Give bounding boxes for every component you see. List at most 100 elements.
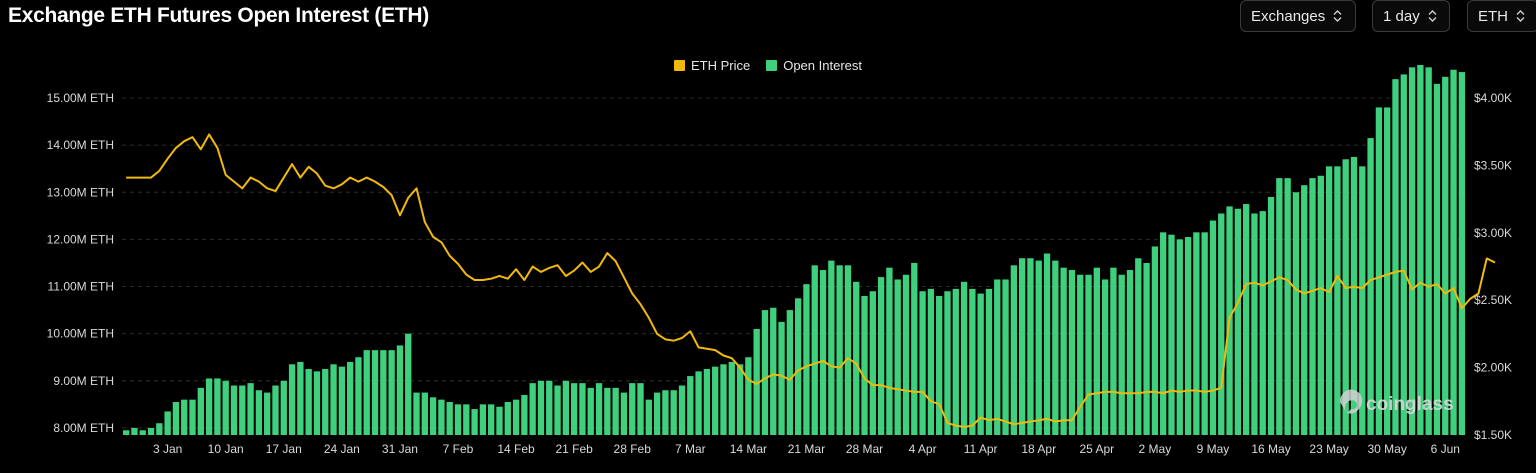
- open-interest-bar[interactable]: [653, 392, 661, 435]
- open-interest-bar[interactable]: [1367, 138, 1374, 435]
- open-interest-bar[interactable]: [405, 333, 412, 435]
- open-interest-bar[interactable]: [745, 357, 752, 435]
- open-interest-bar[interactable]: [1267, 196, 1275, 435]
- open-interest-bar[interactable]: [1010, 265, 1018, 435]
- open-interest-bar[interactable]: [662, 390, 669, 435]
- open-interest-bar[interactable]: [255, 390, 263, 435]
- open-interest-bar[interactable]: [297, 361, 304, 435]
- open-interest-bar[interactable]: [380, 350, 387, 435]
- open-interest-bar[interactable]: [1085, 274, 1092, 435]
- open-interest-bar[interactable]: [388, 350, 395, 435]
- open-interest-bar[interactable]: [786, 310, 794, 435]
- open-interest-bar[interactable]: [1019, 258, 1026, 435]
- open-interest-bar[interactable]: [1400, 74, 1407, 436]
- open-interest-bar[interactable]: [670, 390, 677, 435]
- open-interest-bar[interactable]: [189, 399, 196, 435]
- open-interest-bar[interactable]: [1135, 258, 1142, 435]
- open-interest-bar[interactable]: [1350, 156, 1358, 436]
- open-interest-bar[interactable]: [537, 380, 545, 435]
- open-interest-bar[interactable]: [894, 279, 901, 435]
- open-interest-bar[interactable]: [604, 387, 611, 435]
- open-interest-bar[interactable]: [1035, 260, 1042, 435]
- open-interest-bar[interactable]: [637, 383, 644, 435]
- open-interest-bar[interactable]: [272, 385, 279, 435]
- open-interest-bar[interactable]: [1160, 232, 1167, 435]
- open-interest-bar[interactable]: [1243, 204, 1250, 435]
- open-interest-bar[interactable]: [1375, 107, 1383, 436]
- open-interest-bar[interactable]: [205, 378, 213, 435]
- exchanges-select[interactable]: Exchanges: [1240, 0, 1356, 32]
- open-interest-bar[interactable]: [927, 288, 935, 435]
- open-interest-bar[interactable]: [612, 387, 619, 435]
- open-interest-bar[interactable]: [795, 298, 802, 435]
- legend-item-open-interest[interactable]: Open Interest: [766, 58, 862, 73]
- open-interest-bar[interactable]: [131, 427, 138, 435]
- open-interest-bar[interactable]: [1276, 178, 1283, 435]
- open-interest-bar[interactable]: [1126, 270, 1134, 435]
- open-interest-bar[interactable]: [247, 383, 254, 435]
- open-interest-bar[interactable]: [156, 423, 163, 435]
- open-interest-bar[interactable]: [712, 366, 719, 435]
- open-interest-bar[interactable]: [562, 380, 570, 435]
- open-interest-bar[interactable]: [844, 265, 852, 435]
- open-interest-bar[interactable]: [496, 406, 503, 435]
- open-interest-bar[interactable]: [1068, 270, 1076, 435]
- open-interest-bar[interactable]: [546, 380, 553, 435]
- open-interest-bar[interactable]: [1234, 208, 1242, 435]
- open-interest-bar[interactable]: [1168, 234, 1175, 435]
- open-interest-bar[interactable]: [1143, 262, 1150, 435]
- open-interest-bar[interactable]: [1226, 206, 1233, 435]
- open-interest-bar[interactable]: [1450, 69, 1457, 435]
- open-interest-bar[interactable]: [853, 281, 860, 435]
- open-interest-bar[interactable]: [629, 383, 636, 435]
- open-interest-bar[interactable]: [139, 430, 146, 435]
- open-interest-bar[interactable]: [164, 411, 171, 435]
- open-interest-bar[interactable]: [936, 295, 943, 435]
- open-interest-bar[interactable]: [305, 369, 312, 435]
- open-interest-bar[interactable]: [1392, 79, 1399, 436]
- open-interest-bar[interactable]: [877, 277, 885, 435]
- open-interest-bar[interactable]: [587, 387, 594, 435]
- open-interest-bar[interactable]: [529, 383, 536, 435]
- open-interest-bar[interactable]: [197, 387, 204, 435]
- open-interest-bar[interactable]: [969, 288, 976, 435]
- open-interest-bar[interactable]: [1077, 274, 1084, 435]
- open-interest-bar[interactable]: [1342, 159, 1349, 435]
- open-interest-bar[interactable]: [1251, 213, 1258, 435]
- open-interest-bar[interactable]: [1209, 220, 1217, 435]
- open-interest-bar[interactable]: [1093, 267, 1100, 435]
- open-interest-bar[interactable]: [1442, 76, 1449, 435]
- open-interest-bar[interactable]: [438, 399, 445, 435]
- open-interest-bar[interactable]: [778, 321, 785, 435]
- open-interest-bar[interactable]: [280, 380, 287, 435]
- open-interest-bar[interactable]: [911, 262, 918, 435]
- open-interest-bar[interactable]: [1301, 185, 1308, 435]
- open-interest-bar[interactable]: [1052, 260, 1059, 435]
- open-interest-bar[interactable]: [1433, 83, 1441, 436]
- open-interest-bar[interactable]: [1309, 178, 1316, 435]
- open-interest-bar[interactable]: [571, 383, 578, 435]
- open-interest-bar[interactable]: [736, 364, 744, 435]
- open-interest-bar[interactable]: [620, 392, 628, 435]
- open-interest-bar[interactable]: [960, 281, 968, 435]
- open-interest-bar[interactable]: [952, 288, 959, 435]
- open-interest-bar[interactable]: [595, 383, 603, 435]
- open-interest-bar[interactable]: [363, 350, 370, 435]
- open-interest-bar[interactable]: [264, 392, 271, 435]
- open-interest-bar[interactable]: [313, 371, 321, 435]
- open-interest-bar[interactable]: [338, 366, 346, 435]
- open-interest-bar[interactable]: [123, 430, 130, 435]
- open-interest-bar[interactable]: [172, 402, 180, 435]
- open-interest-bar[interactable]: [371, 350, 379, 435]
- open-interest-bar[interactable]: [181, 399, 188, 435]
- open-interest-bar[interactable]: [687, 376, 694, 435]
- open-interest-bar[interactable]: [770, 307, 777, 435]
- open-interest-bar[interactable]: [944, 291, 951, 435]
- open-interest-bar[interactable]: [678, 385, 686, 435]
- interval-select[interactable]: 1 day: [1372, 0, 1450, 32]
- open-interest-bar[interactable]: [1118, 274, 1125, 435]
- open-interest-bar[interactable]: [1325, 166, 1333, 435]
- open-interest-bar[interactable]: [753, 328, 760, 435]
- open-interest-bar[interactable]: [728, 361, 735, 435]
- open-interest-bar[interactable]: [1384, 107, 1391, 436]
